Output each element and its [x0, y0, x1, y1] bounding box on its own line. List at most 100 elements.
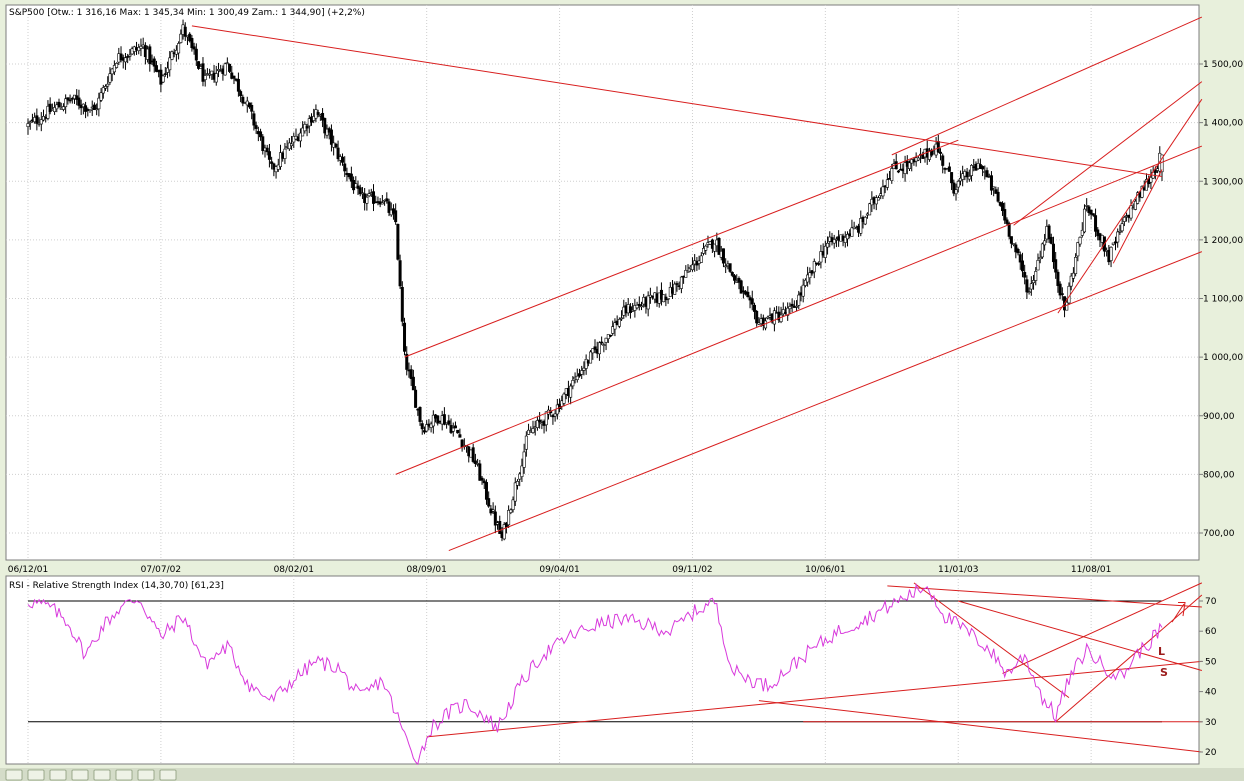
candle-body — [414, 389, 418, 408]
candle-body — [737, 278, 741, 283]
candle-body — [119, 53, 123, 61]
toolbar-button-icon[interactable] — [71, 769, 89, 781]
toolbar-button-icon[interactable] — [5, 769, 23, 781]
candle-body — [115, 63, 119, 68]
candle-body — [795, 306, 799, 308]
candle-body — [267, 151, 271, 160]
candle-body — [1080, 229, 1084, 236]
candle-body — [728, 263, 732, 272]
candle-body — [456, 429, 460, 434]
price-x-tick-label: 11/01/03 — [938, 565, 978, 575]
toolbar-button-icon[interactable] — [93, 769, 111, 781]
candle-body — [628, 306, 632, 313]
candle-body — [336, 147, 340, 160]
candle-body — [254, 125, 258, 129]
candle-body — [225, 62, 229, 65]
candle-body — [128, 54, 132, 57]
candle-body — [478, 463, 482, 481]
candle-body — [637, 303, 641, 306]
candle-body — [106, 83, 110, 87]
rsi-y-tick-label: 20 — [1205, 748, 1217, 758]
candle-body — [354, 183, 358, 188]
candle-body — [591, 348, 595, 354]
rsi-trendline — [913, 582, 1070, 699]
candle-body — [617, 319, 621, 327]
toolbar-button-icon[interactable] — [137, 769, 155, 781]
rsi-y-tick-label: 60 — [1205, 627, 1217, 637]
candle-body — [801, 284, 805, 297]
candle-body — [746, 291, 750, 298]
candle-body — [797, 294, 801, 306]
candle-body — [46, 105, 50, 119]
candle-body — [553, 413, 557, 417]
candle-body — [358, 187, 362, 195]
candle-body — [179, 33, 183, 43]
candle-body — [88, 109, 92, 112]
candle-body — [604, 337, 608, 343]
candle-body — [367, 193, 371, 197]
candle-body — [166, 67, 170, 73]
candle-body — [1007, 223, 1011, 237]
rsi-series-line — [27, 582, 1163, 766]
candle-body — [329, 129, 333, 145]
candle-body — [985, 170, 989, 178]
candle-body — [806, 274, 810, 283]
candle-body — [755, 310, 759, 324]
toolbar-button-icon[interactable] — [27, 769, 45, 781]
candle-body — [823, 245, 827, 258]
candle-body — [53, 107, 57, 112]
candle-body — [35, 115, 39, 124]
candle-body — [192, 46, 196, 50]
candle-body — [480, 477, 484, 481]
candle-body — [385, 198, 389, 202]
toolbar-icons[interactable] — [5, 769, 177, 781]
annotation-L: L — [1158, 645, 1165, 658]
candle-body — [177, 43, 181, 54]
candle-body — [26, 123, 30, 128]
candle-body — [956, 180, 960, 188]
candle-body — [48, 103, 52, 113]
candle-body — [606, 334, 610, 340]
rsi-trendline — [887, 585, 1202, 608]
price-trendlines — [191, 16, 1203, 552]
candle-body — [1094, 215, 1098, 232]
candle-body — [781, 309, 785, 315]
candle-body — [730, 272, 734, 276]
candle-body — [420, 423, 424, 430]
toolbar-button-icon[interactable] — [49, 769, 67, 781]
candle-body — [305, 126, 309, 129]
candle-body — [1058, 283, 1062, 296]
candle-body — [896, 170, 900, 173]
candle-body — [104, 86, 108, 89]
candle-body — [613, 322, 617, 330]
candle-body — [965, 171, 969, 178]
toolbar-button-icon[interactable] — [115, 769, 133, 781]
price-x-tick-label: 09/11/02 — [672, 565, 712, 575]
candle-body — [1116, 231, 1120, 243]
candle-body — [702, 248, 706, 254]
candle-body — [1049, 236, 1053, 244]
candle-body — [908, 162, 912, 169]
candle-body — [981, 166, 985, 170]
price-x-axis: 06/12/01 07/07/02 08/02/01 08/09/01 09/04/01… — [8, 565, 1112, 575]
price-trendline — [891, 16, 1203, 156]
toolbar-button-icon[interactable] — [159, 769, 177, 781]
candle-body — [290, 143, 294, 147]
price-trendline — [1057, 98, 1203, 314]
candle-body — [493, 511, 497, 526]
candle-body — [112, 65, 116, 73]
price-trendline — [1112, 169, 1163, 264]
candle-body — [1118, 230, 1122, 233]
candle-body — [28, 121, 32, 124]
candle-body — [600, 341, 604, 344]
candle-body — [1149, 177, 1153, 183]
candle-body — [400, 286, 404, 322]
candle-body — [580, 370, 584, 375]
candle-body — [259, 131, 263, 138]
candle-body — [170, 51, 174, 60]
candle-body — [1109, 246, 1113, 261]
candle-body — [223, 63, 227, 76]
candle-body — [1153, 169, 1157, 173]
candle-body — [890, 168, 894, 181]
